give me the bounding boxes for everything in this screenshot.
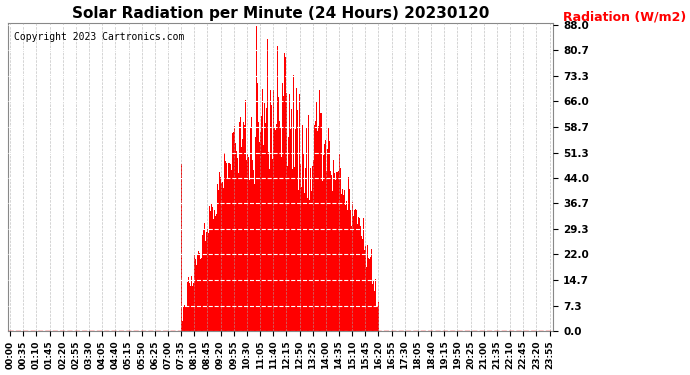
Text: Copyright 2023 Cartronics.com: Copyright 2023 Cartronics.com bbox=[14, 32, 184, 42]
Y-axis label: Radiation (W/m2): Radiation (W/m2) bbox=[562, 11, 686, 24]
Title: Solar Radiation per Minute (24 Hours) 20230120: Solar Radiation per Minute (24 Hours) 20… bbox=[72, 6, 489, 21]
